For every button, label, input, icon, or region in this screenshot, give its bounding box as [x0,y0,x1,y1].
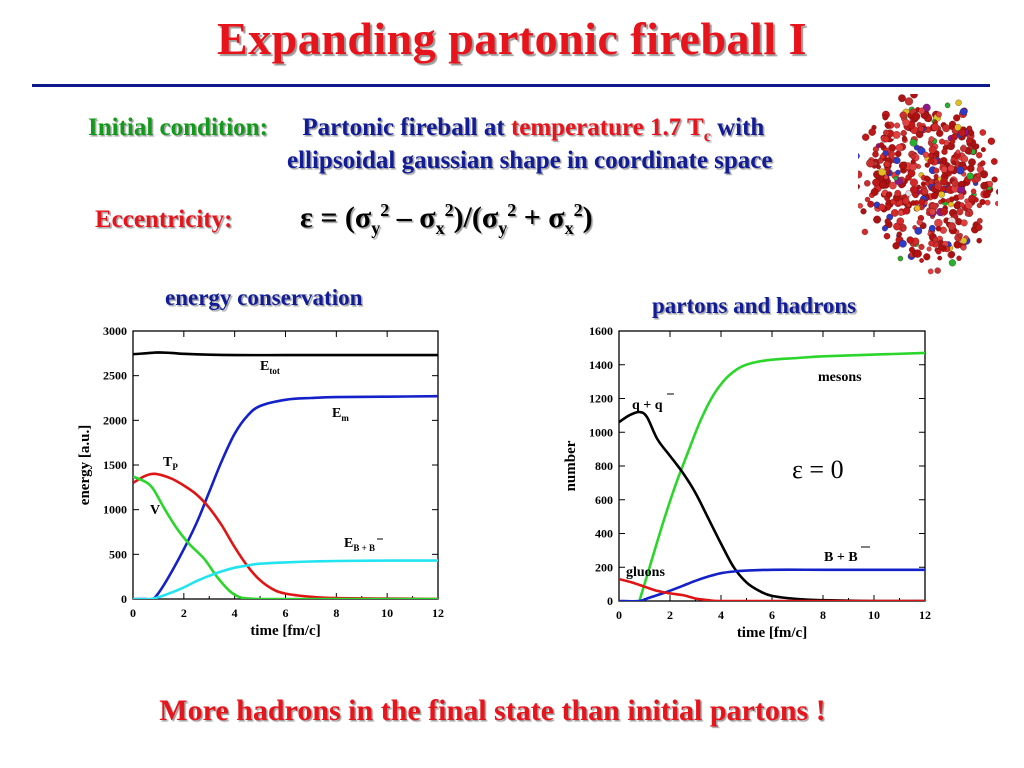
y-tick-label: 2500 [103,369,127,383]
x-tick-label: 10 [868,608,880,622]
series-label-0: Etot [260,359,280,376]
y-tick-label: 400 [595,527,613,541]
y-tick-label: 3000 [103,324,127,338]
series-label-2: B + B [824,550,858,565]
epsilon-zero-annotation: ε = 0 [792,455,844,484]
y-tick-label: 1000 [103,503,127,517]
y-tick-label: 1600 [589,324,613,338]
series-line-1 [619,410,925,601]
y-tick-label: 500 [109,547,127,561]
series-line-3 [133,475,438,599]
series-label-0: mesons [818,370,862,385]
series-line-2 [619,568,925,601]
y-tick-label: 1400 [589,358,613,372]
initial-condition-label: Initial condition: [88,114,268,141]
series-label-3: V [150,503,160,518]
series-line-0 [133,351,438,357]
series-line-4 [133,559,438,599]
y-tick-label: 0 [121,592,127,606]
y-tick-label: 0 [607,594,613,608]
x-tick-label: 8 [333,606,339,620]
x-tick-label: 2 [181,606,187,620]
series-label-1: Em [332,406,349,423]
series-label-1: q + q [632,398,663,413]
ic-temperature: temperature 1.7 Tc [510,114,711,145]
x-tick-label: 0 [130,606,136,620]
eccentricity-formula: ε = (σy2 – σx2)/(σy2 + σx2) [300,200,593,238]
y-axis-label: energy [a.u.] [77,425,93,505]
ic-text-2: with [717,114,765,141]
series-line-2 [133,472,438,599]
y-tick-label: 2000 [103,413,127,427]
series-line-0 [638,351,925,601]
x-axis-label: time [fm/c] [737,625,807,641]
eccentricity-label: Eccentricity: [95,206,233,233]
y-tick-label: 600 [595,493,613,507]
x-tick-label: 2 [667,608,673,622]
chart2-title: partons and hadrons [652,293,857,318]
title-divider [32,84,990,87]
chart1-title: energy conservation [165,285,363,310]
x-tick-label: 6 [769,608,775,622]
x-tick-label: 12 [432,606,444,620]
x-tick-label: 12 [919,608,931,622]
conclusion-text: More hadrons in the final state than ini… [159,694,826,727]
y-tick-label: 200 [595,560,613,574]
series-label-2: TP [163,455,178,472]
y-tick-label: 1500 [103,458,127,472]
x-tick-label: 4 [232,606,238,620]
x-tick-label: 6 [283,606,289,620]
series-line-1 [133,394,438,599]
x-tick-label: 8 [820,608,826,622]
fireball-particles-icon [858,94,998,275]
plot-frame [618,330,926,602]
slide-title: Expanding partonic fireball I [216,13,808,64]
partons-hadrons-chart: 0 2 4 6 8 10 12 0 200 400 600 800 1000 1200 1400 1600 ti… [563,324,931,641]
series-label-3: gluons [626,565,665,580]
initial-condition-line-2: ellipsoidal gaussian shape in coordinate… [287,147,773,174]
x-tick-label: 4 [718,608,724,622]
y-tick-label: 800 [595,459,613,473]
series-label-4: EB + B [344,536,375,553]
y-tick-label: 1200 [589,392,613,406]
initial-condition-line: Initial condition: Partonic fireball at … [88,114,764,146]
energy-conservation-chart: 0 2 4 6 8 10 12 0 500 1000 1500 2000 2500 3000 time [f… [77,324,444,639]
x-tick-label: 0 [616,608,622,622]
x-tick-label: 10 [381,606,393,620]
x-axis-label: time [fm/c] [250,623,320,639]
y-axis-label: number [563,440,579,491]
y-tick-label: 1000 [589,425,613,439]
ic-text-1: Partonic fireball at [302,114,505,141]
series-line-3 [619,577,925,601]
